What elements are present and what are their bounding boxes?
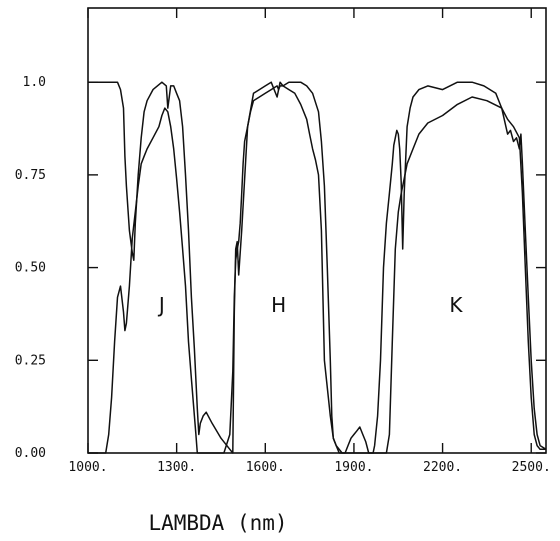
axis-tick-labels: 1000. 1300. 1600. 1900. 2200. 2500. 0.00 0.25 0.…: [15, 75, 551, 475]
band-label-h: H: [271, 293, 286, 317]
x-tick-label-1: 1300.: [157, 460, 196, 475]
x-tick-label-3: 1900.: [334, 460, 373, 475]
x-tick-label-5: 2500.: [512, 460, 551, 475]
series-line-0: [88, 81, 547, 454]
axis-ticks: [87, 8, 546, 454]
y-tick-label-0: 0.00: [15, 446, 46, 461]
x-tick-label-0: 1000.: [68, 460, 107, 475]
x-tick-label-4: 2200.: [423, 460, 462, 475]
y-tick-label-3: 0.75: [15, 168, 46, 183]
x-axis-title: LAMBDA (nm): [148, 511, 287, 535]
series-line-1: [88, 85, 546, 454]
transmission-curves: [88, 81, 547, 454]
y-tick-label-1: 0.25: [15, 353, 46, 368]
y-tick-label-2: 0.50: [15, 261, 46, 276]
plot-frame: [87, 7, 547, 454]
band-label-j: J: [157, 293, 165, 317]
y-tick-label-4: 1.0: [23, 75, 46, 90]
band-label-k: K: [449, 293, 463, 317]
x-tick-label-2: 1600.: [246, 460, 285, 475]
